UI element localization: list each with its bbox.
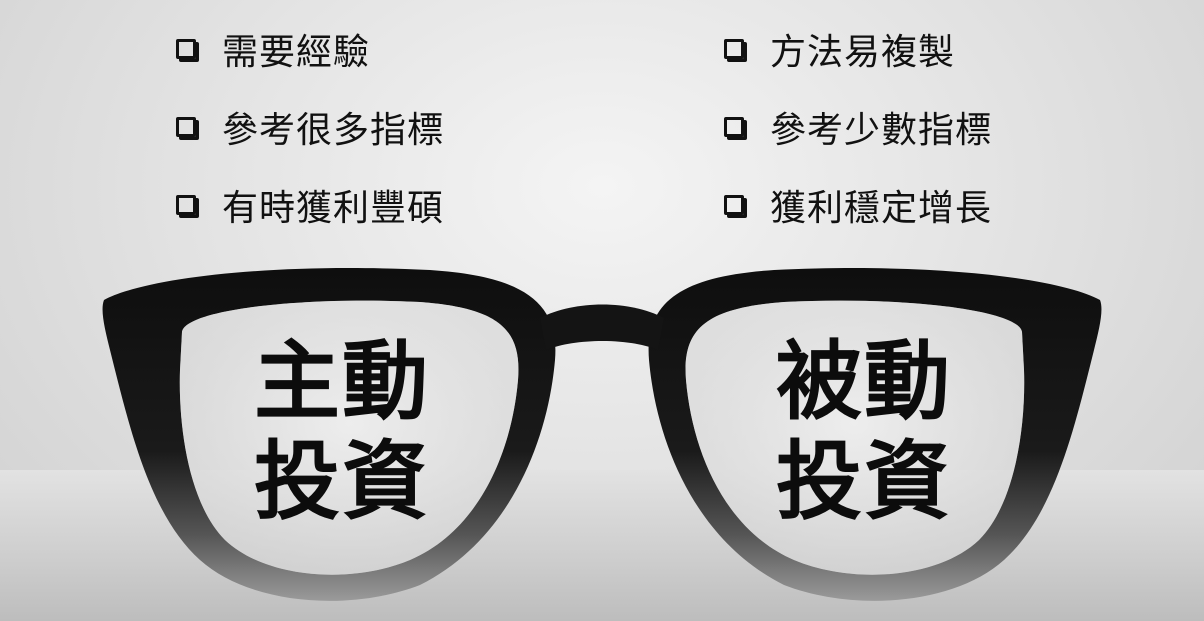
left-lens [179, 300, 519, 575]
checkbox-icon [724, 117, 744, 137]
active-investing-label: 主動 投資 [232, 332, 452, 532]
checklist-item-label: 有時獲利豐碩 [222, 188, 445, 229]
checklist-item: 方法易複製 [724, 10, 992, 88]
nose-bridge [540, 304, 664, 350]
checklist-item: 參考少數指標 [724, 88, 992, 166]
right-lens [685, 300, 1025, 575]
lens-text-line: 投資 [254, 432, 430, 532]
right-frame-rim [648, 268, 1102, 601]
checklist-item-label: 獲利穩定增長 [770, 188, 993, 229]
left-frame-rim [102, 268, 556, 601]
checkbox-icon [724, 195, 744, 215]
checklist-left: 需要經驗 參考很多指標 有時獲利豐碩 [176, 10, 444, 244]
lens-text-line: 被動 [776, 332, 952, 432]
checkbox-icon [176, 39, 196, 59]
checklist-item: 有時獲利豐碩 [176, 166, 444, 244]
passive-investing-label: 被動 投資 [754, 332, 974, 532]
checklist-item-label: 參考少數指標 [770, 110, 993, 151]
checklist-item-label: 需要經驗 [222, 32, 371, 73]
checkbox-icon [176, 195, 196, 215]
checklist-item-label: 參考很多指標 [222, 110, 445, 151]
checkbox-icon [176, 117, 196, 137]
lens-text-line: 投資 [776, 432, 952, 532]
checklist-right: 方法易複製 參考少數指標 獲利穩定增長 [724, 10, 992, 244]
checklist-item: 參考很多指標 [176, 88, 444, 166]
checklist-item: 需要經驗 [176, 10, 444, 88]
checklist-item: 獲利穩定增長 [724, 166, 992, 244]
checklist-item-label: 方法易複製 [770, 32, 956, 73]
checkbox-icon [724, 39, 744, 59]
lens-text-line: 主動 [254, 332, 430, 432]
